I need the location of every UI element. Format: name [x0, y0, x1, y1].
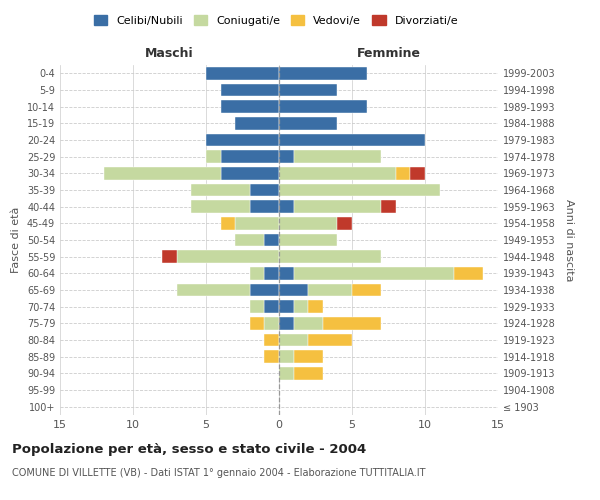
Bar — [279, 184, 440, 196]
Bar — [265, 317, 279, 330]
Bar — [221, 150, 279, 163]
Bar — [221, 84, 279, 96]
Bar — [162, 250, 177, 263]
Bar — [279, 67, 367, 80]
Bar — [265, 350, 279, 363]
Bar — [279, 250, 381, 263]
Bar — [221, 100, 279, 113]
Bar — [293, 317, 323, 330]
Bar — [279, 150, 293, 163]
Y-axis label: Anni di nascita: Anni di nascita — [564, 198, 574, 281]
Bar — [279, 284, 308, 296]
Bar — [279, 317, 293, 330]
Bar — [279, 134, 425, 146]
Bar — [279, 234, 337, 246]
Y-axis label: Fasce di età: Fasce di età — [11, 207, 21, 273]
Bar — [191, 200, 250, 213]
Bar — [265, 267, 279, 280]
Bar — [250, 184, 279, 196]
Bar — [279, 84, 337, 96]
Bar — [206, 134, 279, 146]
Bar — [279, 167, 396, 179]
Bar — [250, 300, 265, 313]
Text: Femmine: Femmine — [356, 47, 421, 60]
Bar — [293, 267, 454, 280]
Bar — [396, 167, 410, 179]
Bar — [308, 284, 352, 296]
Bar — [235, 234, 265, 246]
Bar — [265, 300, 279, 313]
Bar — [221, 167, 279, 179]
Bar — [293, 350, 323, 363]
Text: Maschi: Maschi — [145, 47, 194, 60]
Bar — [206, 150, 221, 163]
Bar — [454, 267, 484, 280]
Bar — [293, 200, 381, 213]
Bar — [206, 67, 279, 80]
Bar — [265, 234, 279, 246]
Bar — [308, 334, 352, 346]
Bar — [250, 284, 279, 296]
Bar — [250, 200, 279, 213]
Text: COMUNE DI VILLETTE (VB) - Dati ISTAT 1° gennaio 2004 - Elaborazione TUTTITALIA.I: COMUNE DI VILLETTE (VB) - Dati ISTAT 1° … — [12, 468, 425, 477]
Bar — [308, 300, 323, 313]
Bar — [279, 267, 293, 280]
Bar — [104, 167, 221, 179]
Bar — [279, 200, 293, 213]
Bar — [279, 350, 293, 363]
Bar — [191, 184, 250, 196]
Bar — [279, 300, 293, 313]
Bar — [279, 217, 337, 230]
Bar — [381, 200, 396, 213]
Bar — [279, 334, 308, 346]
Bar — [279, 100, 367, 113]
Bar — [177, 250, 279, 263]
Bar — [410, 167, 425, 179]
Bar — [250, 317, 265, 330]
Bar — [235, 217, 279, 230]
Bar — [352, 284, 381, 296]
Bar — [293, 300, 308, 313]
Bar — [279, 117, 337, 130]
Bar — [221, 217, 235, 230]
Bar — [279, 367, 293, 380]
Bar — [293, 367, 323, 380]
Bar — [177, 284, 250, 296]
Bar — [337, 217, 352, 230]
Text: Popolazione per età, sesso e stato civile - 2004: Popolazione per età, sesso e stato civil… — [12, 442, 366, 456]
Legend: Celibi/Nubili, Coniugati/e, Vedovi/e, Divorziati/e: Celibi/Nubili, Coniugati/e, Vedovi/e, Di… — [89, 10, 463, 30]
Bar — [293, 150, 381, 163]
Bar — [265, 334, 279, 346]
Bar — [235, 117, 279, 130]
Bar — [250, 267, 265, 280]
Bar — [323, 317, 381, 330]
